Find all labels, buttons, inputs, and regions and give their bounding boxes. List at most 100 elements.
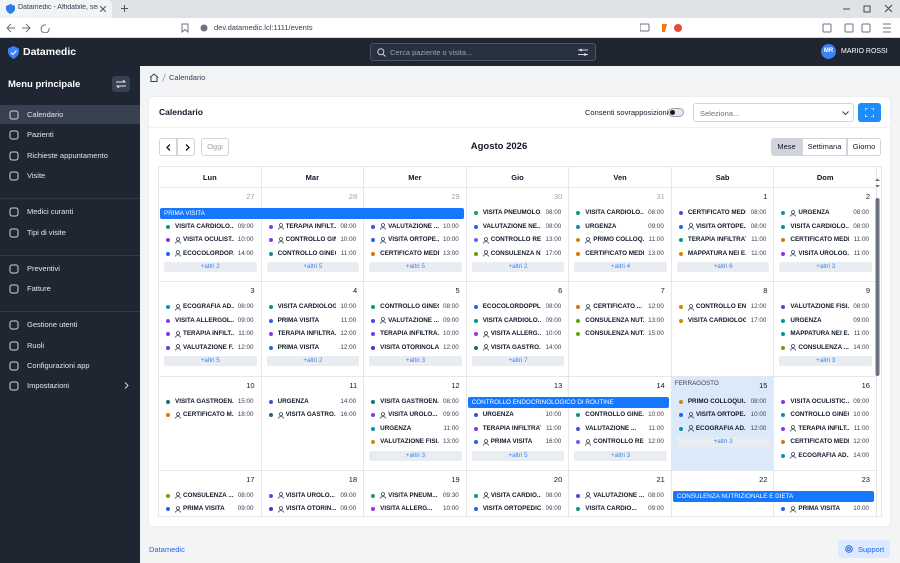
sidebar-item[interactable]: Ruoli [0,336,140,355]
event[interactable]: URGENZA 10:00 [467,410,570,420]
day-cell[interactable]: 14 CONTROLLO GINE... 10:00 VALUTAZIONE ... 1… [569,376,672,471]
more-events[interactable]: +altri 2 [471,262,565,272]
event[interactable]: VALUTAZIONE FISI... 13:00 [364,437,467,447]
event[interactable]: PRIMA VISITA 09:00 [159,504,262,514]
event[interactable]: CERTIFICATO MEDI... 13:00 [569,249,672,259]
event[interactable]: VISITA ORTOPEDIC... 09:00 [467,504,570,514]
event[interactable]: URGENZA 11:00 [364,424,467,434]
more-events[interactable]: +altri 5 [471,450,565,461]
event[interactable]: TERAPIA INFILTRAT...11:00 [467,424,570,434]
day-cell[interactable]: 6 ECOCOLORDOPPL... 08:00 VISITA CARDIOLO...… [466,282,570,377]
event[interactable]: CONTROLLO EN... 12:00 [672,302,775,312]
event[interactable]: VISITA OCULISTIC... 09:00 [774,397,877,407]
today-button[interactable]: Oggi [201,138,229,156]
more-events[interactable]: +altri 5 [369,262,462,272]
more-events[interactable]: +altri 4 [574,262,667,272]
sidebar-item[interactable]: Visite [0,166,140,185]
event[interactable]: VISITA CARDIOLO... 08:00 [774,222,877,232]
day-cell[interactable]: 11 URGENZA 14:00 VISITA GASTRO... 16:00 [261,376,365,471]
event[interactable]: CERTIFICATO MEDI... 08:00 [672,208,775,218]
event[interactable]: VISITA ALLERG... 10:00 [467,329,570,339]
day-cell[interactable]: 4 VISITA CARDIOLOG...10:00 PRIMA VISITA 11:… [261,282,365,377]
event[interactable]: VISITA PNEUM... 09:30 [364,491,467,501]
event[interactable]: TERAPIA INFILT... 11:00 [159,329,262,339]
sidebar-toggle[interactable] [112,76,130,92]
event[interactable]: VALUTAZIONE ... 10:00 [364,222,467,232]
event[interactable]: CONSULENZA NUT... 15:00 [569,329,672,339]
url[interactable]: dev.datamedic.lcl:1111/events [214,23,313,32]
event[interactable]: VISITA PNEUMOLO... 08:00 [467,208,570,218]
day-cell[interactable]: 10 VISITA GASTROEN... 15:00 CERTIFICATO M..… [159,376,262,471]
event[interactable]: CONSULENZA ... 14:00 [774,343,877,353]
event[interactable]: VISITA ALLERGOL... 09:00 [159,316,262,326]
sidebar-item[interactable]: Calendario [0,105,140,124]
view-button[interactable]: Giorno [847,138,881,156]
day-cell[interactable]: 18 VISITA UROLO... 09:00 VISITA OTORIN... 09… [261,470,365,516]
event[interactable]: CONTROLLO GINEC...11:00 [262,249,365,259]
event[interactable]: PRIMA VISITA 12:00 [262,343,365,353]
event[interactable]: VISITA GASTROEN... 15:00 [159,397,262,407]
event[interactable]: TERAPIA INFILTRA... 10:00 [364,329,467,339]
event[interactable]: VALUTAZIONE NE... 08:00 [467,222,570,232]
event[interactable]: CONTROLLO GINEC...10:00 [774,410,877,420]
event[interactable]: TERAPIA INFILT... 11:00 [774,424,877,434]
event[interactable]: CERTIFICATO M... 18:00 [159,410,262,420]
event[interactable]: VISITA CARDIO... 08:00 [467,491,570,501]
sidebar-item[interactable]: Impostazioni [0,376,140,395]
more-events[interactable]: +altri 7 [471,356,565,367]
overlap-toggle[interactable] [668,108,684,117]
day-cell[interactable]: 21 VALUTAZIONE ... 08:00 VISITA CARDIO... 09… [569,470,672,516]
event[interactable]: URGENZA 14:00 [262,397,365,407]
sidebar-item[interactable]: Gestione utenti [0,315,140,334]
day-cell[interactable]: 1 CERTIFICATO MEDI... 08:00 VISITA ORTOPE..… [671,188,775,283]
event[interactable]: VALUTAZIONE ... 09:00 [364,316,467,326]
more-events[interactable]: +altri 3 [369,450,462,461]
event[interactable]: VISITA ORTOPE... 10:00 [672,410,775,420]
day-cell[interactable]: 16 VISITA OCULISTIC... 09:00 CONTROLLO GINE… [774,376,877,471]
next-button[interactable] [177,138,195,156]
multi-day-event[interactable]: CONTROLLO ENDOCRINOLOGICO DI ROUTINE [467,396,669,408]
more-events[interactable]: +altri 3 [369,356,462,367]
fullscreen-button[interactable] [858,103,881,122]
day-cell[interactable]: 2 URGENZA 08:00 VISITA CARDIOLO... 08:00 CERT… [774,188,877,283]
home-icon[interactable] [149,73,159,82]
event[interactable]: CONTROLLO GINE... 10:00 [569,410,672,420]
support-button[interactable]: Support [838,540,890,558]
sidebar-item[interactable]: Fatture [0,279,140,298]
sidebar-item[interactable]: Medici curanti [0,202,140,221]
more-events[interactable]: +altri 3 [779,262,872,272]
sidebar-item[interactable]: Richieste appuntamento [0,146,140,165]
event[interactable]: CONSULENZA N... 17:00 [467,249,570,259]
event[interactable]: VISITA UROLOG... 11:00 [774,249,877,259]
event[interactable]: TERAPIA INFILTRAT...11:00 [672,235,775,245]
site-info[interactable] [200,24,208,32]
event[interactable]: CONTROLLO GINEC...10:00 [262,235,365,245]
event[interactable]: ECOGRAFIA AD... 14:00 [774,451,877,461]
event[interactable]: VISITA CARDIO... 09:00 [569,504,672,514]
event[interactable]: VALUTAZIONE ... 08:00 [569,491,672,501]
tab-close[interactable] [100,6,106,12]
event[interactable]: ECOGRAFIA AD... 08:00 [159,302,262,312]
day-cell[interactable]: 12 VISITA GASTROEN... 08:00 VISITA UROLO...… [364,376,467,471]
day-cell[interactable]: 7 CERTIFICATO ... 12:00 CONSULENZA NUT... 13… [569,282,672,377]
day-cell[interactable]: 19 VISITA PNEUM... 09:30 VISITA ALLERG... 10… [364,470,467,516]
day-cell[interactable]: 15 FERRAGOSTO PRIMO COLLOQUI... 08:00 VISITA… [671,376,775,471]
event[interactable]: VISITA OCULIST... 10:00 [159,235,262,245]
more-events[interactable]: +altri 5 [164,356,257,367]
view-button[interactable]: Mese [771,138,802,156]
multi-day-event[interactable]: PRIMA VISITA [160,208,464,219]
event[interactable]: VISITA ORTOPE... 10:00 [364,235,467,245]
event[interactable]: VISITA GASTRO... 14:00 [467,343,570,353]
event[interactable]: CERTIFICATO MEDI... 11:00 [774,235,877,245]
day-cell[interactable]: 17 CONSULENZA ... 08:00 PRIMA VISITA 09:00 [159,470,262,516]
day-cell[interactable]: 20 VISITA CARDIO... 08:00 VISITA ORTOPEDIC.… [466,470,570,516]
more-events[interactable]: +altri 6 [676,262,770,272]
sidebar-item[interactable]: Tipi di visite [0,223,140,242]
event[interactable]: VISITA CARDIOLOG...17:00 [672,316,775,326]
event[interactable]: VISITA GASTROEN... 08:00 [364,397,467,407]
new-tab[interactable] [121,5,128,12]
